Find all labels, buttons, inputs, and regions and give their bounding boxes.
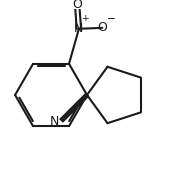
Text: +: + <box>81 14 89 23</box>
Text: N: N <box>50 115 60 128</box>
Text: N: N <box>74 22 84 35</box>
Text: O: O <box>97 21 107 34</box>
Text: −: − <box>106 14 115 24</box>
Text: O: O <box>72 0 82 11</box>
